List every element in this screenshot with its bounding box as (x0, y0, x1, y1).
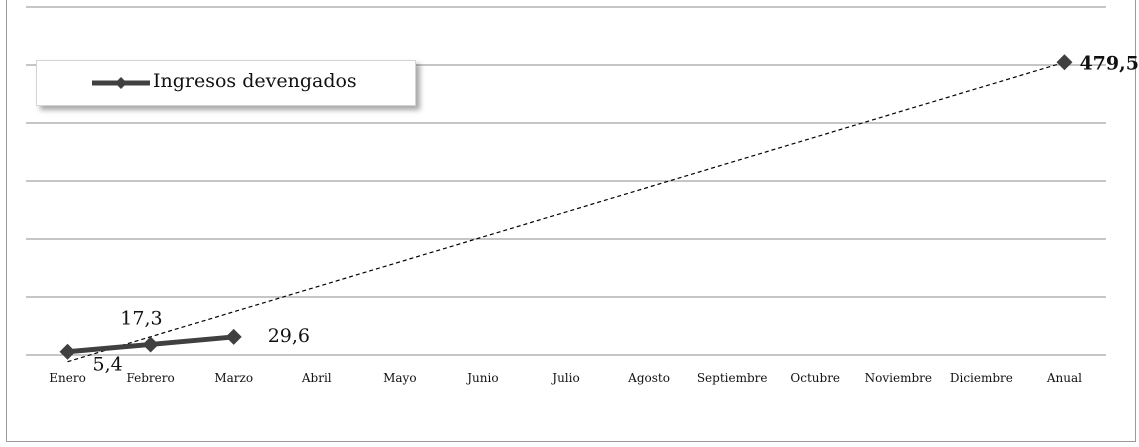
data-label: 17,3 (120, 307, 162, 329)
data-point-marzo (225, 328, 242, 345)
data-label: 5,4 (93, 354, 123, 376)
x-tick-label: Marzo (214, 371, 253, 385)
x-tick-label: Septiembre (697, 371, 768, 385)
data-labels: 5,4 17,3 29,6 479,5 (93, 52, 1139, 375)
x-tick-label: Octubre (790, 371, 840, 385)
x-tick-label: Noviembre (865, 371, 932, 385)
data-point-enero (59, 343, 76, 360)
x-tick-label: Enero (49, 371, 86, 385)
x-tick-label: Diciembre (950, 371, 1013, 385)
x-tick-label: Julio (550, 371, 579, 385)
trendline-group (67, 61, 1065, 363)
data-point-anual (1056, 54, 1073, 71)
x-tick-label: Febrero (126, 371, 174, 385)
x-tick-label: Abril (301, 371, 332, 385)
gridlines (26, 6, 1106, 356)
x-tick-labels: Enero Febrero Marzo Abril Mayo Junio Julio Agos… (49, 371, 1082, 385)
data-label: 479,5 (1079, 52, 1139, 74)
data-point-febrero (142, 336, 159, 353)
series-group (59, 54, 1073, 360)
legend-label: Ingresos devengados (153, 70, 357, 92)
trendline (67, 61, 1065, 363)
x-tick-label: Agosto (627, 371, 670, 385)
x-tick-label: Anual (1046, 371, 1082, 385)
x-tick-label: Junio (465, 371, 498, 385)
x-tick-label: Mayo (383, 371, 416, 385)
data-label: 29,6 (268, 325, 310, 347)
